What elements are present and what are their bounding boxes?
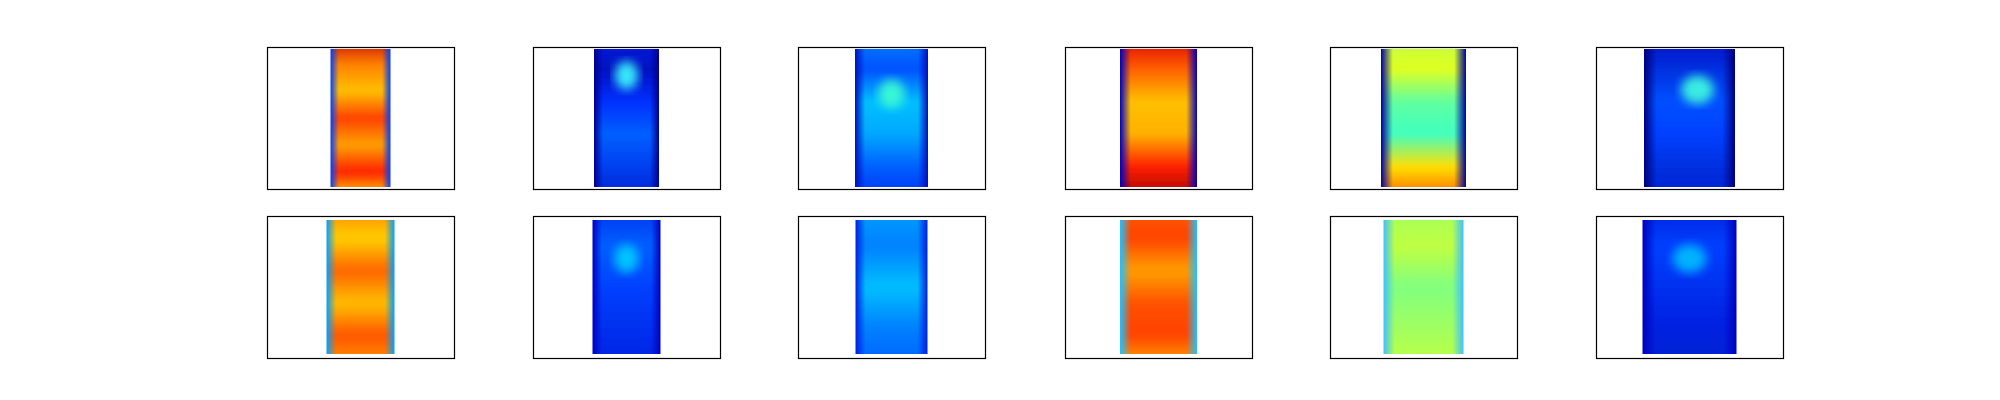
panel: [797, 215, 987, 360]
panel: [1595, 215, 1785, 360]
heatmap: [1120, 49, 1197, 187]
heatmap: [1642, 220, 1737, 354]
heatmap: [1644, 49, 1735, 187]
heatmap-edge: [855, 220, 928, 354]
heatmap: [326, 220, 395, 354]
panel: [1329, 46, 1519, 191]
heatmap: [1120, 220, 1197, 354]
heatmap-edge: [1381, 49, 1466, 187]
heatmap: [594, 49, 659, 187]
panel: [266, 215, 456, 360]
heatmap-edge: [594, 49, 659, 187]
panel: [532, 46, 722, 191]
heatmap: [1381, 49, 1466, 187]
panel-frame: [532, 215, 722, 360]
heatmap: [855, 220, 928, 354]
panel-frame: [1064, 46, 1254, 191]
heatmap-edge: [1644, 49, 1735, 187]
panel: [1329, 215, 1519, 360]
panel: [797, 46, 987, 191]
panel-frame: [1595, 215, 1785, 360]
panel: [1064, 215, 1254, 360]
panel-frame: [1329, 215, 1519, 360]
panel-frame: [266, 215, 456, 360]
panel: [532, 215, 722, 360]
panel-frame: [797, 215, 987, 360]
heatmap-edge: [326, 220, 395, 354]
heatmap-edge: [1642, 220, 1737, 354]
panel: [1064, 46, 1254, 191]
heatmap-edge: [1383, 220, 1464, 354]
heatmap-edge: [855, 49, 928, 187]
heatmap-edge: [592, 220, 661, 354]
panel-frame: [1064, 215, 1254, 360]
panel-frame: [532, 46, 722, 191]
heatmap: [592, 220, 661, 354]
heatmap: [855, 49, 928, 187]
panel: [266, 46, 456, 191]
panel-frame: [1329, 46, 1519, 191]
heatmap: [1383, 220, 1464, 354]
panel: [1595, 46, 1785, 191]
heatmap: [330, 49, 391, 187]
heatmap-edge: [1120, 220, 1197, 354]
panel-frame: [797, 46, 987, 191]
panel-frame: [266, 46, 456, 191]
panel-frame: [1595, 46, 1785, 191]
heatmap-edge: [1120, 49, 1197, 187]
heatmap-edge: [330, 49, 391, 187]
